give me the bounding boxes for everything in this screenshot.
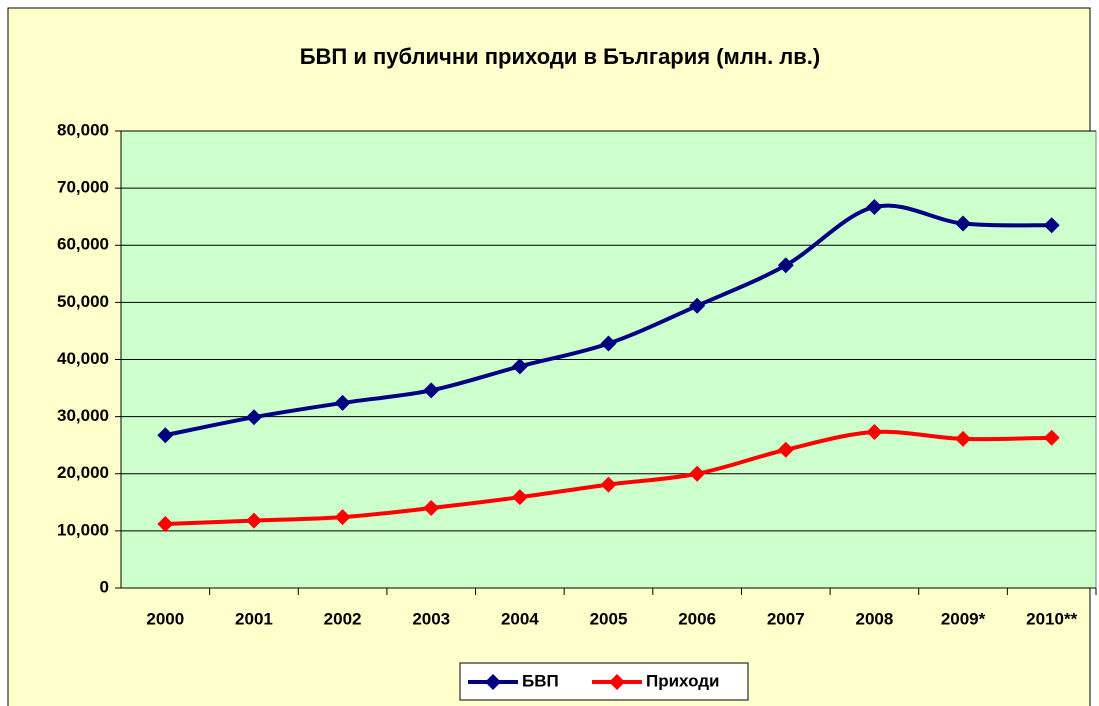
y-tick-label: 60,000 [57, 235, 109, 254]
y-tick-label: 50,000 [57, 292, 109, 311]
x-tick-label: 2007 [767, 609, 805, 628]
marker [423, 382, 440, 399]
chart-title: БВП и публични приходи в България (млн. … [300, 44, 821, 69]
x-tick-label: 2001 [235, 609, 273, 628]
marker [689, 465, 706, 482]
legend-marker [609, 674, 625, 690]
legend-label: БВП [522, 671, 559, 690]
marker [955, 430, 972, 447]
x-tick-label: 2000 [146, 609, 184, 628]
marker [511, 358, 528, 375]
marker [245, 512, 262, 529]
y-tick-label: 30,000 [57, 406, 109, 425]
marker [511, 489, 528, 506]
marker [600, 335, 617, 352]
y-tick-label: 0 [100, 577, 109, 596]
x-tick-label: 2006 [678, 609, 716, 628]
x-tick-label: 2004 [501, 609, 539, 628]
marker [600, 476, 617, 493]
marker [955, 215, 972, 232]
marker [1043, 429, 1060, 446]
marker [689, 297, 706, 314]
x-tick-label: 2003 [412, 609, 450, 628]
marker [334, 509, 351, 526]
x-tick-label: 2008 [855, 609, 893, 628]
y-tick-label: 80,000 [57, 120, 109, 139]
marker [777, 441, 794, 458]
x-tick-label: 2010** [1026, 609, 1077, 628]
y-tick-label: 70,000 [57, 178, 109, 197]
marker [157, 516, 174, 533]
legend-marker [485, 674, 501, 690]
y-tick-label: 10,000 [57, 520, 109, 539]
marker [157, 427, 174, 444]
x-tick-label: 2005 [590, 609, 628, 628]
y-tick-label: 40,000 [57, 349, 109, 368]
y-tick-label: 20,000 [57, 463, 109, 482]
marker [777, 257, 794, 274]
marker [1043, 217, 1060, 234]
marker [866, 424, 883, 441]
x-tick-label: 2009* [941, 609, 986, 628]
x-tick-label: 2002 [324, 609, 362, 628]
marker [866, 198, 883, 215]
marker [245, 409, 262, 426]
marker [334, 394, 351, 411]
legend-label: Приходи [646, 671, 720, 690]
marker [423, 500, 440, 517]
